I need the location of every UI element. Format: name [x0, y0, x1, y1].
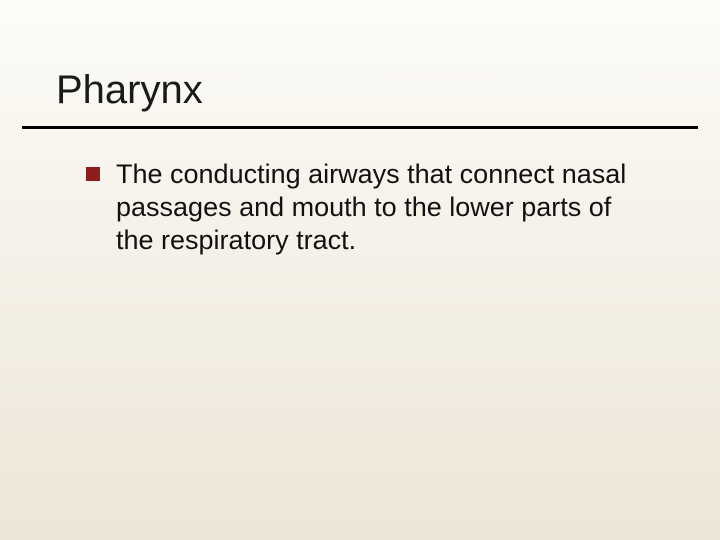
- title-underline: [22, 126, 698, 129]
- slide-body: The conducting airways that connect nasa…: [86, 158, 650, 257]
- bullet-text: The conducting airways that connect nasa…: [116, 158, 650, 257]
- square-bullet-icon: [86, 167, 100, 181]
- slide-title: Pharynx: [56, 68, 203, 113]
- slide: Pharynx The conducting airways that conn…: [0, 0, 720, 540]
- bullet-item: The conducting airways that connect nasa…: [86, 158, 650, 257]
